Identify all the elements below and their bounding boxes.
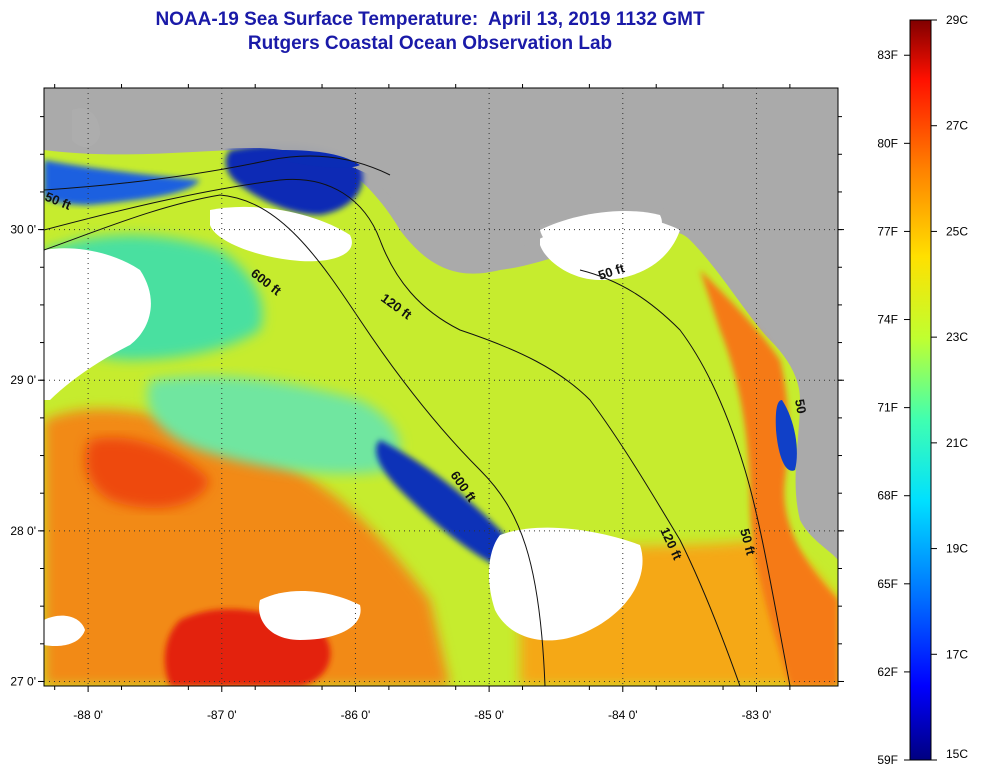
lon-tick-label: -83 0' <box>742 708 772 722</box>
contour-label: 50 <box>792 398 809 415</box>
celsius-label: 23C <box>946 330 968 344</box>
chart-title: NOAA-19 Sea Surface Temperature: April 1… <box>60 8 800 56</box>
lat-tick-label: 29 0' <box>10 373 36 387</box>
lat-tick-label: 28 0' <box>10 524 36 538</box>
cloud-south-central <box>488 527 643 641</box>
fahrenheit-label: 59F <box>877 753 898 767</box>
fahrenheit-label: 71F <box>877 401 898 415</box>
fahrenheit-label: 80F <box>877 136 898 150</box>
cloud-northwest <box>210 206 352 262</box>
cold-coastal-band <box>280 150 360 168</box>
cloud-south-west <box>259 590 361 640</box>
fahrenheit-label: 74F <box>877 313 898 327</box>
contour-600ft <box>44 194 546 686</box>
celsius-label: 21C <box>946 436 968 450</box>
fahrenheit-label: 62F <box>877 665 898 679</box>
cold-water-coast <box>44 160 200 205</box>
contour-120ft <box>44 178 741 686</box>
map-imagery <box>44 88 838 686</box>
contour-50ft-west <box>44 155 391 191</box>
cloud-southwest <box>44 615 85 647</box>
colorbar <box>909 19 932 761</box>
colorbar-labels: 29C 27C 25C 23C 21C 19C 17C 15C 83F 80F 77F 74F 71F 6… <box>877 13 968 767</box>
cold-water-filament <box>376 440 510 565</box>
contour-50ft-east <box>579 269 791 686</box>
fahrenheit-label: 83F <box>877 48 898 62</box>
land-north <box>44 88 838 540</box>
cold-water-east <box>775 400 797 471</box>
title-line-2: Rutgers Coastal Ocean Observation Lab <box>247 33 613 54</box>
cloud-on-land <box>540 210 662 256</box>
lat-tick-label: 30 0' <box>10 223 36 237</box>
lat-tick-label: 27 0' <box>10 674 36 688</box>
warm-coastal-strip <box>700 270 838 686</box>
fahrenheit-label: 65F <box>877 577 898 591</box>
cloud-west <box>44 248 151 400</box>
map-border <box>43 87 839 687</box>
celsius-label: 19C <box>946 542 968 556</box>
celsius-label: 17C <box>946 647 968 661</box>
lon-tick-label: -84 0' <box>608 708 638 722</box>
celsius-label: 27C <box>946 119 968 133</box>
fahrenheit-label: 68F <box>877 489 898 503</box>
title-line-1: NOAA-19 Sea Surface Temperature: April 1… <box>155 9 705 30</box>
axis-ticks: -88 0' -87 0' -86 0' -85 0' -84 0' -83 0' 30 0… <box>10 84 844 722</box>
mixed-water-central <box>147 376 400 474</box>
celsius-label: 29C <box>946 13 968 27</box>
celsius-label: 15C <box>946 747 968 761</box>
celsius-label: 25C <box>946 224 968 238</box>
bathymetry-contours <box>44 155 791 686</box>
fahrenheit-label: 77F <box>877 224 898 238</box>
lon-tick-label: -87 0' <box>207 708 237 722</box>
lon-tick-label: -86 0' <box>341 708 371 722</box>
lon-tick-label: -88 0' <box>73 708 103 722</box>
lon-tick-label: -85 0' <box>474 708 504 722</box>
contour-label: 50 ft <box>737 527 759 557</box>
hot-water-patch-2 <box>85 437 210 509</box>
